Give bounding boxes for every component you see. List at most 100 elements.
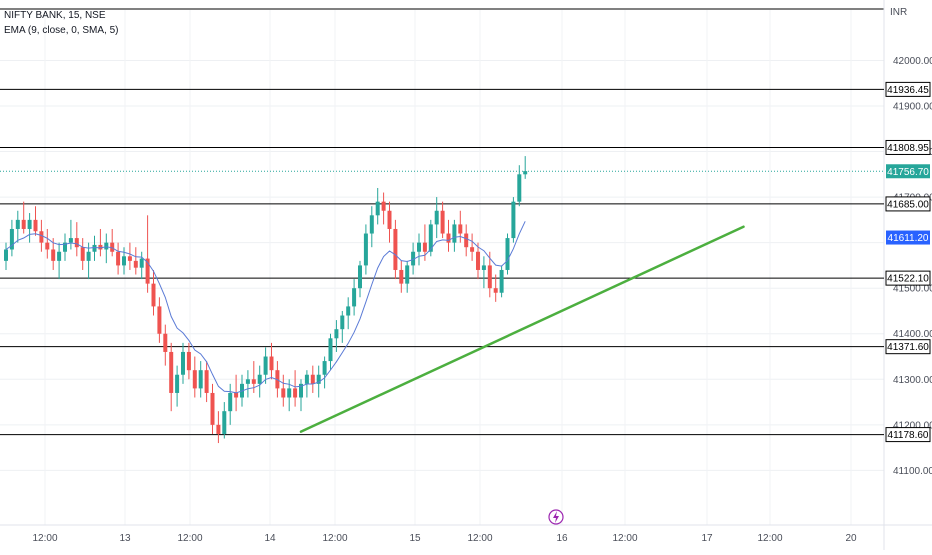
candle-body	[487, 265, 492, 289]
candle-up	[505, 233, 510, 275]
candle-body	[57, 251, 62, 261]
last-price-box	[886, 164, 930, 179]
candle-body	[222, 411, 227, 434]
candle-body	[481, 265, 486, 270]
chart-legend: NIFTY BANK, 15, NSE EMA (9, close, 0, SM…	[4, 8, 118, 38]
candle-body	[192, 370, 197, 389]
candle-down	[80, 238, 85, 270]
candle-down	[487, 251, 492, 298]
x-tick-label: 15	[409, 533, 421, 544]
x-tick-label: 12:00	[757, 533, 782, 544]
candle-body	[363, 233, 368, 266]
level-label-box	[885, 139, 931, 155]
candle-body	[263, 356, 268, 375]
ema-price-label: 41611.20	[886, 230, 930, 245]
candle-up	[340, 310, 345, 343]
candle-body	[316, 374, 321, 384]
candle-down	[51, 238, 56, 270]
candle-body	[517, 174, 522, 202]
candle-body	[245, 379, 250, 384]
candle-up	[452, 219, 457, 252]
candle-body	[287, 388, 292, 398]
candle-down	[151, 269, 156, 316]
candle-body	[281, 388, 286, 398]
last-price-text: 41756.70	[887, 167, 929, 178]
candle-body	[352, 288, 357, 307]
candle-down	[393, 219, 398, 280]
level-price-label: 41522.10	[885, 270, 931, 286]
candle-down	[381, 192, 386, 225]
candle-down	[98, 228, 103, 257]
candle-body	[210, 392, 215, 425]
candle-body	[133, 260, 138, 268]
candle-up	[434, 197, 439, 239]
candle-up	[57, 242, 62, 280]
candle-body	[110, 242, 115, 252]
candle-body	[257, 374, 262, 384]
candle-body	[157, 306, 162, 334]
candle-up	[68, 219, 73, 250]
candle-body	[293, 388, 298, 398]
candle-up	[104, 233, 109, 264]
level-price-label: 41685.00	[885, 196, 931, 212]
level-price-label: 41808.95	[885, 139, 931, 155]
candle-body	[499, 269, 504, 293]
candle-body	[369, 215, 374, 234]
candle-down	[163, 324, 168, 366]
candle-body	[145, 258, 150, 284]
candle-body	[417, 242, 421, 252]
candle-body	[198, 370, 203, 389]
candle-up	[222, 402, 227, 439]
candle-body	[304, 374, 309, 384]
candle-body	[169, 351, 174, 393]
level-price-label: 41178.60	[885, 427, 931, 443]
candle-up	[63, 233, 67, 261]
candle-body	[434, 210, 439, 225]
candle-up	[511, 197, 516, 243]
y-tick-label: 41200.00	[893, 420, 932, 431]
candle-body	[15, 219, 20, 229]
candle-down	[470, 233, 475, 261]
candle-body	[399, 269, 404, 284]
candle-down	[169, 342, 174, 412]
candle-body	[476, 251, 480, 270]
candle-down	[116, 242, 121, 275]
ema-line	[5, 221, 526, 394]
candle-body	[299, 383, 303, 398]
candle-body	[139, 258, 144, 268]
candle-up	[417, 233, 421, 266]
candle-down	[210, 383, 215, 434]
candle-up	[15, 210, 20, 243]
candle-body	[334, 329, 339, 339]
candle-body	[9, 228, 14, 250]
level-label-text: 41371.60	[887, 342, 929, 353]
candle-body	[310, 374, 315, 384]
candle-body	[21, 219, 26, 229]
level-lines: 41936.45 41808.95 41685.00 41522.10 41371.60…	[0, 81, 931, 443]
candle-body	[33, 219, 38, 232]
candle-down	[192, 356, 197, 398]
candle-up	[92, 235, 97, 261]
level-label-box	[885, 339, 931, 355]
candle-body	[340, 315, 345, 330]
level-price-label: 41371.60	[885, 339, 931, 355]
candle-body	[458, 224, 463, 234]
candle-body	[68, 238, 73, 243]
x-axis-ticks: 12:00 13 12:00 14 12:00 15 12:00 16 12:00 17 12:00…	[32, 533, 857, 544]
candle-body	[428, 224, 433, 252]
candle-up	[369, 206, 374, 248]
candle-body	[381, 201, 386, 211]
candle-up	[481, 256, 486, 289]
candle-body	[80, 247, 85, 261]
candle-down	[387, 201, 392, 243]
symbol-line: NIFTY BANK, 15, NSE	[4, 10, 106, 21]
candle-body	[269, 356, 274, 371]
candle-body	[411, 251, 416, 266]
candle-up	[228, 383, 233, 425]
candle-body	[505, 238, 510, 270]
level-label-box	[885, 196, 931, 212]
candle-up	[322, 356, 327, 389]
candle-body	[4, 249, 8, 261]
